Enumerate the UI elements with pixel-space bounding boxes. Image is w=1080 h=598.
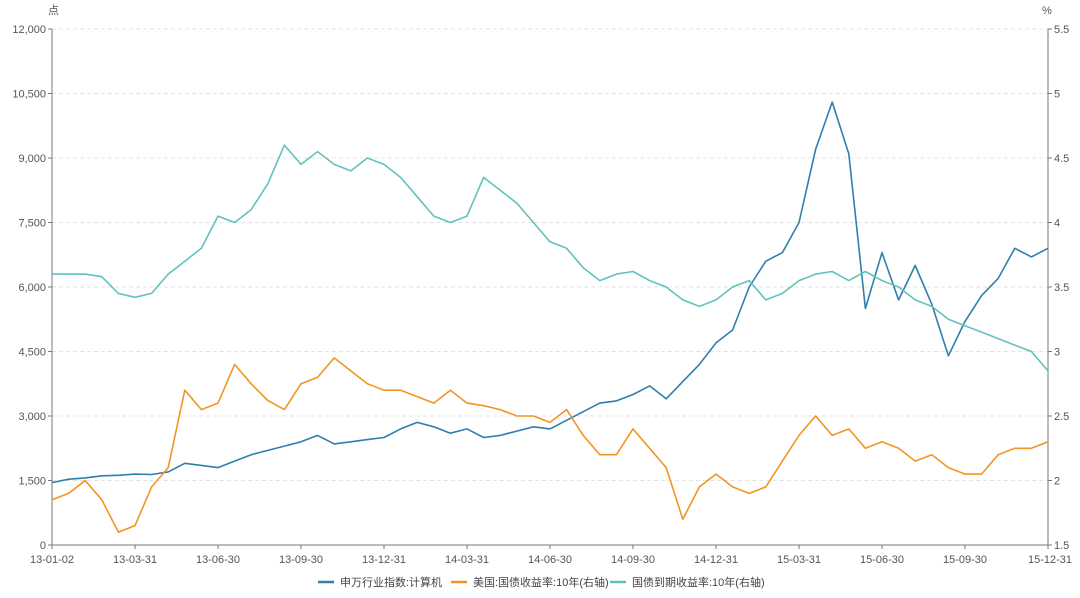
x-tick-label: 13-09-30	[279, 554, 323, 566]
left-tick-label: 6,000	[18, 282, 46, 294]
x-tick-label: 13-12-31	[362, 554, 406, 566]
x-tick-label: 14-06-30	[528, 554, 572, 566]
left-axis-ticks: 12,000 10,500 9,000 7,500 6,000 4,500 3,000 1,5…	[12, 24, 46, 552]
right-tick-label: 5	[1054, 89, 1060, 101]
x-tick-label: 14-09-30	[611, 554, 655, 566]
left-tick-label: 7,500	[18, 218, 46, 230]
series-lines	[51, 101, 1049, 533]
right-tick-label: 2.5	[1054, 411, 1069, 423]
left-tick-label: 4,500	[18, 347, 46, 359]
right-axis-ticks: 5.5 5 4.5 4 3.5 3 2.5 2 1.5	[1054, 24, 1069, 552]
right-tick-label: 4	[1054, 218, 1060, 230]
x-tick-label: 15-09-30	[943, 554, 987, 566]
right-axis-unit: %	[1042, 5, 1052, 17]
x-tick-label: 15-12-31	[1028, 554, 1072, 566]
right-tick-label: 5.5	[1054, 24, 1069, 36]
x-tick-label: 15-03-31	[777, 554, 821, 566]
left-axis-unit: 点	[48, 4, 59, 17]
legend-label: 国债到期收益率:10年(右轴)	[632, 575, 765, 589]
x-tick-label: 13-06-30	[196, 554, 240, 566]
x-tick-label: 13-01-02	[30, 554, 74, 566]
left-tick-label: 12,000	[12, 24, 46, 36]
series-line-1	[51, 101, 1049, 484]
x-tick-label: 14-03-31	[445, 554, 489, 566]
legend: 申万行业指数:计算机 美国:国债收益率:10年(右轴) 国债到期收益率:10年(右轴…	[318, 575, 765, 589]
left-tick-label: 3,000	[18, 411, 46, 423]
x-tick-label: 14-12-31	[694, 554, 738, 566]
left-tick-label: 1,500	[18, 476, 46, 488]
axes	[48, 28, 1052, 549]
right-tick-label: 3.5	[1054, 282, 1069, 294]
left-tick-label: 0	[40, 540, 46, 552]
x-axis-ticks: 13-01-02 13-03-31 13-06-30 13-09-30 13-12-31…	[30, 554, 1072, 566]
x-tick-label: 15-06-30	[860, 554, 904, 566]
right-tick-label: 1.5	[1054, 540, 1069, 552]
left-tick-label: 10,500	[12, 89, 46, 101]
right-tick-label: 4.5	[1054, 153, 1069, 165]
gridlines	[52, 28, 1048, 481]
x-tick-label: 13-03-31	[113, 554, 157, 566]
right-tick-label: 3	[1054, 347, 1060, 359]
series-line-2	[51, 357, 1049, 533]
legend-label: 申万行业指数:计算机	[340, 575, 442, 589]
right-tick-label: 2	[1054, 476, 1060, 488]
legend-label: 美国:国债收益率:10年(右轴)	[473, 575, 609, 589]
series-line-3	[52, 144, 1049, 372]
left-tick-label: 9,000	[18, 153, 46, 165]
